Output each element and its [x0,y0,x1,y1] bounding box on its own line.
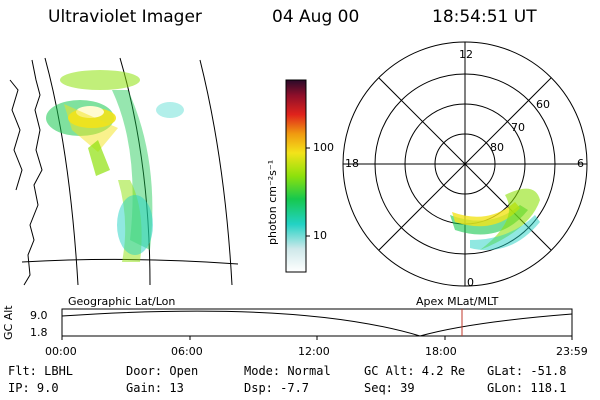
timeline-xtick-2359: 23:59 [556,345,588,358]
timeline-axis-title: GC Alt [2,305,15,340]
timeline-xtick-0600: 06:00 [171,345,203,358]
status-glat: GLat: -51.8 [487,364,567,378]
lat-label-80: 80 [490,141,504,154]
timeline-xtick-1200: 12:00 [298,345,330,358]
timeline-ytick-high: 9.0 [30,309,48,322]
status-dsp: Dsp: -7.7 [244,381,310,395]
timeline-xtick-1800: 18:00 [425,345,457,358]
colorbar [285,79,310,273]
polar-aurora-oval [450,188,540,251]
status-gc-alt: GC Alt: 4.2 Re [364,364,466,378]
polar-caption: Apex MLat/MLT [416,295,499,308]
altitude-timeline [61,308,573,340]
mlt-label-18: 18 [345,157,359,170]
polar-plot [342,41,588,287]
status-door: Door: Open [126,364,199,378]
status-flt: Flt: LBHL [8,364,74,378]
timeline-xtick-0000: 00:00 [45,345,77,358]
mlt-label-6: 6 [577,157,584,170]
altitude-curve [61,310,573,337]
lat-label-70: 70 [511,121,525,134]
lat-label-60: 60 [536,98,550,111]
geographic-caption: Geographic Lat/Lon [68,295,176,308]
status-glon: GLon: 118.1 [487,381,567,395]
status-mode: Mode: Normal [244,364,331,378]
status-gain: Gain: 13 [126,381,184,395]
status-ip: IP: 9.0 [8,381,59,395]
status-seq: Seq: 39 [364,381,415,395]
colorbar-unit-label: photon cm⁻²s⁻¹ [266,159,279,245]
geographic-image-panel [9,57,239,286]
colorbar-tick-10: 10 [313,229,327,242]
mlt-label-0: 0 [467,276,474,289]
instrument-title: Ultraviolet Imager [48,7,202,27]
date-label: 04 Aug 00 [272,7,360,27]
aurora-emission [46,70,184,262]
time-label: 18:54:51 UT [432,7,537,27]
mlt-label-12: 12 [459,48,473,61]
coastline [23,59,43,286]
timeline-ytick-low: 1.8 [30,326,48,339]
colorbar-tick-100: 100 [313,141,334,154]
